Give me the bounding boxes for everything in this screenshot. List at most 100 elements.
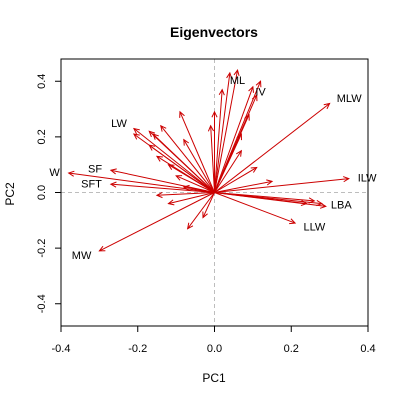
arrow-head (244, 113, 250, 121)
vector-arrow-ml (214, 68, 240, 193)
arrow-shaft (214, 133, 242, 193)
vector-arrow-unlabeled (182, 184, 215, 193)
vector-label-sf: SF (88, 163, 102, 175)
vector-arrow-unlabeled (152, 133, 215, 193)
x-tick-label: 0.2 (284, 343, 299, 355)
arrow-shaft (110, 169, 215, 193)
arrow-shaft (175, 175, 215, 193)
x-tick-label: -0.4 (52, 343, 71, 355)
chart-title: Eigenvectors (170, 24, 258, 40)
arrow-head (182, 184, 190, 191)
vector-arrow-unlabeled (207, 124, 215, 193)
arrow-head (251, 94, 258, 102)
vector-label-lba: LBA (331, 200, 352, 212)
vector-arrow-ilw (214, 176, 350, 193)
arrow-shaft (183, 186, 215, 193)
vector-arrow-mlw (214, 102, 331, 193)
arrow-shaft (214, 89, 223, 193)
vector-arrow-mw (98, 192, 215, 252)
arrow-head (179, 110, 185, 118)
arrow-shaft (214, 178, 349, 193)
x-axis-label: PC1 (202, 371, 226, 385)
arrow-shaft (99, 192, 215, 252)
arrow-shaft (148, 144, 215, 193)
vector-arrow-unlabeled (167, 192, 215, 206)
vector-label-ml: ML (230, 75, 245, 87)
arrow-head (109, 181, 117, 188)
arrow-head (319, 202, 327, 209)
arrow-head (308, 197, 316, 204)
arrow-shaft (202, 192, 215, 218)
arrow-shaft (168, 192, 215, 205)
arrow-head (148, 144, 156, 151)
vector-label-mw: MW (72, 250, 92, 262)
vector-arrow-sf (109, 168, 215, 193)
arrow-head (250, 166, 258, 173)
y-tick-label: 0.0 (36, 185, 48, 200)
arrow-head (235, 149, 242, 157)
arrow-shaft (214, 192, 315, 202)
y-tick-label: 0.2 (36, 129, 48, 144)
vector-arrow-unlabeled (214, 192, 316, 204)
arrow-shaft (168, 164, 215, 193)
vector-arrow-sft (109, 181, 215, 193)
vector-arrow-unlabeled (214, 71, 233, 193)
arrow-shaft (214, 192, 296, 224)
vector-arrow-w (67, 170, 215, 193)
arrow-head (289, 218, 297, 225)
vector-arrow-unlabeled (214, 149, 242, 193)
arrow-head (98, 245, 106, 252)
arrow-shaft (214, 192, 326, 207)
arrow-shaft (110, 183, 215, 193)
vector-arrow-unlabeled (179, 110, 215, 193)
arrow-head (248, 85, 254, 93)
arrow-shaft (214, 150, 242, 193)
arrow-shaft (214, 103, 330, 193)
arrow-shaft (156, 192, 215, 196)
vector-label-llw: LLW (304, 221, 326, 233)
arrow-head (175, 175, 183, 181)
arrow-shaft (133, 128, 215, 193)
vector-arrow-unlabeled (202, 192, 215, 219)
arrow-head (160, 124, 167, 132)
y-tick-label: 0.4 (36, 74, 48, 89)
vector-arrow-lw (133, 127, 215, 193)
vector-arrow-unlabeled (167, 164, 215, 193)
arrow-head (233, 68, 240, 77)
y-tick-label: -0.4 (36, 294, 48, 313)
vector-label-iv: IV (255, 86, 266, 98)
arrow-head (255, 80, 262, 88)
vector-arrow-unlabeled (160, 124, 215, 193)
arrow-head (155, 191, 163, 199)
arrow-head (167, 164, 175, 170)
arrow-shaft (210, 125, 215, 193)
arrow-head (211, 110, 218, 118)
vector-arrow-unlabeled (214, 166, 258, 193)
vector-label-ilw: ILW (358, 173, 377, 185)
vector-arrow-unlabeled (211, 110, 218, 193)
vector-label-lw: LW (111, 118, 127, 130)
arrow-shaft (187, 192, 215, 229)
arrow-head (207, 124, 215, 132)
arrow-head (152, 133, 159, 140)
arrow-shaft (214, 72, 231, 193)
vector-arrow-unlabeled (148, 144, 215, 193)
x-tick-label: 0.0 (207, 343, 222, 355)
vector-arrow-unlabeled (175, 175, 215, 193)
arrow-shaft (214, 167, 257, 193)
arrow-head (342, 176, 350, 183)
arrow-head (226, 71, 233, 79)
arrow-head (266, 179, 274, 186)
arrow-head (133, 127, 140, 135)
arrow-head (323, 102, 331, 110)
arrow-shaft (214, 70, 239, 193)
vector-label-sft: SFT (81, 178, 102, 190)
vector-arrow-llw (214, 192, 297, 225)
vector-arrow-unlabeled (155, 191, 215, 199)
arrow-shaft (183, 139, 215, 193)
arrow-head (186, 222, 194, 230)
vector-label-w: W (49, 167, 60, 179)
y-axis: -0.4 -0.2 0.0 0.2 0.4 (36, 74, 62, 313)
arrow-shaft (214, 180, 273, 193)
